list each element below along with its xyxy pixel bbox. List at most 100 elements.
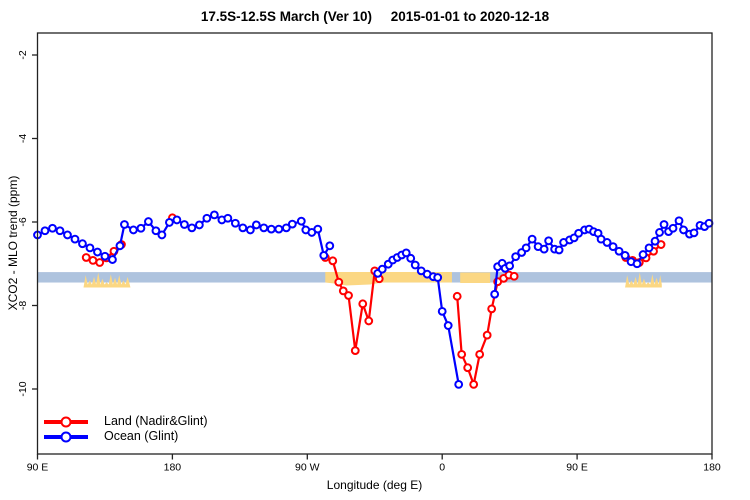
y-tick-label: -10 xyxy=(17,381,29,396)
legend-line-sample xyxy=(44,416,88,427)
data-point xyxy=(281,223,291,233)
legend-line-sample xyxy=(44,431,88,442)
data-point xyxy=(151,226,161,236)
data-point xyxy=(172,215,182,225)
data-point xyxy=(78,239,87,249)
data-point xyxy=(95,258,105,267)
data-point xyxy=(157,230,167,240)
data-point xyxy=(509,271,519,281)
data-point xyxy=(344,291,353,300)
data-point xyxy=(245,225,255,235)
data-point xyxy=(482,330,492,340)
data-point xyxy=(632,259,642,269)
data-point xyxy=(505,261,515,271)
data-point xyxy=(350,346,360,355)
data-point xyxy=(487,304,497,314)
data-point xyxy=(338,286,348,296)
data-point xyxy=(287,219,297,229)
data-point xyxy=(410,260,420,270)
data-point xyxy=(443,321,453,330)
data-point xyxy=(230,218,240,228)
data-point xyxy=(539,244,549,254)
data-point xyxy=(194,220,204,230)
data-point xyxy=(377,264,387,274)
data-point xyxy=(238,223,248,233)
legend-point-icon xyxy=(60,431,72,442)
data-point xyxy=(650,236,660,246)
data-point xyxy=(457,349,467,359)
plot-frame xyxy=(36,32,713,455)
data-point xyxy=(689,228,699,238)
data-point xyxy=(452,291,462,301)
legend-point-icon xyxy=(60,416,72,427)
x-tick-label: 180 xyxy=(164,462,182,474)
legend: Land (Nadir&Glint) Ocean (Glint) xyxy=(44,414,208,444)
data-point xyxy=(554,245,564,255)
data-point xyxy=(223,213,233,223)
land-highlight-patch xyxy=(325,272,452,286)
data-point xyxy=(668,223,678,233)
data-point xyxy=(659,220,669,229)
y-tick-label: -4 xyxy=(17,134,29,143)
data-point xyxy=(251,220,261,230)
data-point xyxy=(313,224,323,234)
data-point xyxy=(115,241,125,251)
data-point xyxy=(655,228,664,237)
data-point xyxy=(55,226,65,236)
x-axis-title: Longitude (deg E) xyxy=(326,478,423,492)
series-ocean xyxy=(33,210,714,389)
data-point xyxy=(209,210,219,220)
land-highlight-patch xyxy=(625,272,662,288)
data-point xyxy=(85,243,95,253)
data-point xyxy=(406,253,416,263)
series-line xyxy=(324,256,381,352)
data-point xyxy=(679,225,688,235)
legend-item: Land (Nadir&Glint) xyxy=(44,414,208,429)
data-point xyxy=(614,246,624,256)
x-tick-label: 90 E xyxy=(27,462,49,474)
data-point xyxy=(81,253,91,262)
data-point xyxy=(136,223,146,233)
data-point xyxy=(674,216,684,226)
data-point xyxy=(638,250,648,259)
data-point xyxy=(63,230,72,240)
y-tick-label: -8 xyxy=(17,301,29,310)
x-tick-label: 90 E xyxy=(566,462,588,474)
data-point xyxy=(463,363,473,373)
data-point xyxy=(437,306,447,316)
data-point xyxy=(401,248,411,258)
data-point xyxy=(100,251,110,261)
data-point xyxy=(70,234,80,244)
data-point xyxy=(120,220,129,229)
data-point xyxy=(511,252,521,262)
legend-label: Land (Nadir&Glint) xyxy=(104,414,208,428)
data-point xyxy=(319,251,329,260)
data-point xyxy=(187,223,197,233)
data-point xyxy=(454,380,464,389)
data-point xyxy=(334,277,344,287)
y-axis-title: XCO2 - MLO trend (ppm) xyxy=(6,175,20,311)
data-point xyxy=(40,226,50,236)
x-tick-label: 90 W xyxy=(295,462,320,474)
data-point xyxy=(296,216,306,226)
legend-item: Ocean (Glint) xyxy=(44,429,208,444)
data-point xyxy=(48,223,57,233)
data-point xyxy=(490,289,500,299)
data-point xyxy=(433,273,443,282)
data-point xyxy=(325,241,335,251)
data-point xyxy=(527,234,537,244)
land-highlight-patch xyxy=(83,272,131,288)
data-point xyxy=(144,217,153,226)
y-tick-label: -6 xyxy=(17,217,29,226)
legend-label: Ocean (Glint) xyxy=(104,429,179,443)
land-highlight-patch xyxy=(460,272,491,283)
data-point xyxy=(364,316,374,326)
y-tick-label: -2 xyxy=(17,50,29,59)
data-point xyxy=(266,224,276,234)
data-point xyxy=(602,238,612,247)
data-point xyxy=(202,213,212,223)
data-point xyxy=(259,223,269,233)
data-point xyxy=(608,242,618,252)
data-point xyxy=(328,256,338,266)
